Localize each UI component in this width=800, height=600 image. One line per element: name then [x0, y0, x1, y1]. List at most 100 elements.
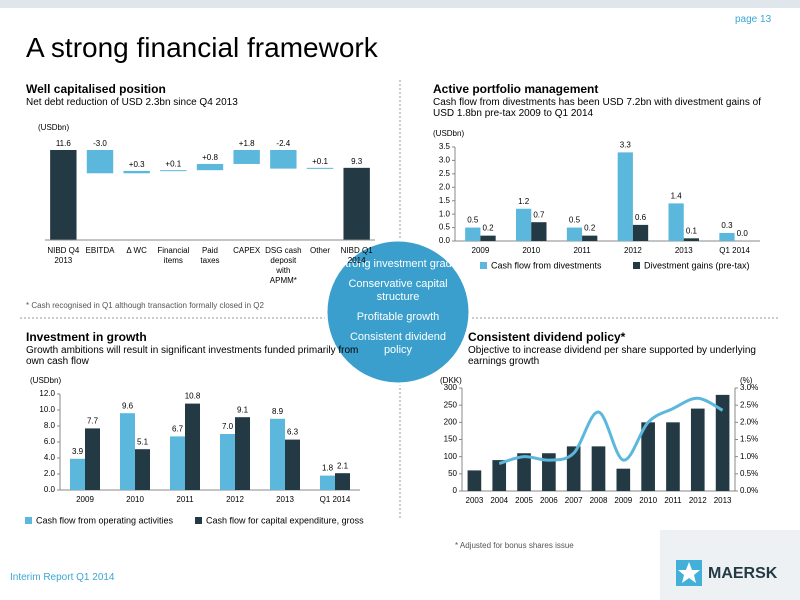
center-item: Conservative capital structure	[348, 278, 448, 303]
y-tick-label: 2.5	[439, 169, 451, 178]
y-tick-label: 6.0	[44, 437, 56, 446]
y-tick-label: 10.0	[39, 405, 55, 414]
y-tick-label: 0	[453, 486, 458, 495]
bar	[135, 449, 150, 490]
legend-swatch	[480, 262, 487, 269]
y-tick-label: 50	[448, 469, 457, 478]
x-tick-label: 2012	[689, 496, 707, 505]
legend-swatch	[195, 517, 202, 524]
x-tick-label: 2010	[126, 495, 144, 504]
bar	[285, 439, 300, 490]
bar	[170, 436, 185, 490]
value-label: 6.7	[172, 425, 184, 434]
value-label: 6.3	[287, 428, 299, 437]
bar	[641, 422, 655, 491]
y2-tick-label: 2.0%	[740, 417, 758, 426]
x-tick-label: CAPEX	[233, 246, 261, 255]
bar	[683, 238, 699, 241]
change-bar	[86, 150, 114, 174]
value-label: -3.0	[93, 139, 107, 148]
panel-subtitle: Cash flow from divestments has been USD …	[433, 97, 761, 119]
x-tick-label: 2006	[540, 496, 558, 505]
legend-label: Cash flow from operating activities	[36, 515, 174, 525]
x-tick-label: EBITDA	[85, 246, 115, 255]
value-label: 9.1	[237, 405, 249, 414]
panel-title: Active portfolio management	[433, 82, 599, 96]
x-tick-label: Q1 2014	[719, 246, 750, 255]
y-axis-label: (USDbn)	[30, 376, 62, 385]
bar	[235, 417, 250, 490]
x-tick-label: 2009	[472, 246, 490, 255]
x-tick-label: Financial items	[157, 246, 190, 265]
bar	[85, 428, 100, 490]
value-label: +0.1	[312, 157, 328, 166]
y-tick-label: 3.0	[439, 156, 451, 165]
y-axis-label: (USDbn)	[433, 129, 465, 138]
bar	[666, 422, 680, 491]
x-tick-label: 2005	[515, 496, 533, 505]
bar	[516, 208, 532, 241]
value-label: 10.8	[185, 392, 201, 401]
y-tick-label: 12.0	[39, 389, 55, 398]
y2-tick-label: 0.0%	[740, 486, 758, 495]
bar	[480, 235, 496, 241]
y-tick-label: 1.0	[439, 209, 451, 218]
change-bar	[160, 170, 187, 172]
value-label: 7.7	[87, 417, 99, 426]
y-tick-label: 250	[444, 400, 458, 409]
value-label: 5.1	[137, 437, 149, 446]
value-label: -2.4	[276, 139, 290, 148]
y2-tick-label: 2.5%	[740, 400, 758, 409]
bar	[465, 227, 481, 241]
x-tick-label: DSG cash deposit with APMM*	[265, 246, 302, 285]
total-bar	[50, 150, 77, 240]
y-tick-label: 100	[444, 452, 458, 461]
center-item: Consistent dividend policy	[349, 331, 446, 356]
value-label: 7.0	[222, 422, 234, 431]
x-tick-label: 2011	[664, 496, 682, 505]
x-tick-label: 2009	[76, 495, 94, 504]
top-strip	[0, 0, 800, 8]
panel-subtitle: Net debt reduction of USD 2.3bn since Q4…	[26, 97, 238, 108]
value-label: +0.8	[202, 153, 218, 162]
bar	[120, 413, 135, 490]
bar	[517, 453, 531, 491]
bar	[632, 224, 649, 241]
value-label: +1.8	[239, 139, 255, 148]
footnote: * Adjusted for bonus shares issue	[455, 541, 574, 550]
x-tick-label: 2007	[565, 496, 583, 505]
bar	[467, 470, 482, 491]
bar	[320, 475, 335, 490]
panel-subtitle: Objective to increase dividend per share…	[468, 345, 756, 367]
value-label: 0.0	[737, 229, 749, 238]
x-tick-label: 2012	[624, 246, 642, 255]
legend-swatch	[25, 517, 32, 524]
y-tick-label: 150	[444, 435, 458, 444]
y2-axis-label: (%)	[740, 376, 753, 385]
x-tick-label: 2003	[466, 496, 484, 505]
y-axis-label: (DKK)	[440, 376, 462, 385]
center-item: Profitable growth	[356, 311, 440, 323]
center-circle	[324, 238, 472, 386]
y-tick-label: 1.5	[439, 196, 451, 205]
y-axis-label: (USDbn)	[38, 123, 70, 132]
y-tick-label: 2.0	[44, 469, 56, 478]
value-label: 3.3	[620, 140, 632, 149]
panel-title: Well capitalised position	[26, 82, 166, 96]
value-label: 9.3	[351, 157, 363, 166]
bar	[616, 468, 631, 491]
value-label: +0.1	[165, 159, 181, 168]
value-label: 0.7	[533, 210, 545, 219]
panel-title: Consistent dividend policy*	[468, 330, 626, 344]
center-list: Strong investment grade Conservative capi…	[338, 258, 458, 364]
logo-star	[678, 562, 700, 583]
value-label: 0.6	[635, 213, 647, 222]
x-tick-label: 2010	[639, 496, 657, 505]
value-label: 0.5	[569, 216, 581, 225]
footer-report: Interim Report Q1 2014	[10, 572, 115, 583]
change-bar	[233, 150, 260, 164]
legend-label: Cash flow for capital expenditure, gross	[206, 515, 364, 525]
x-tick-label: 2011	[176, 495, 194, 504]
change-bar	[270, 150, 297, 169]
